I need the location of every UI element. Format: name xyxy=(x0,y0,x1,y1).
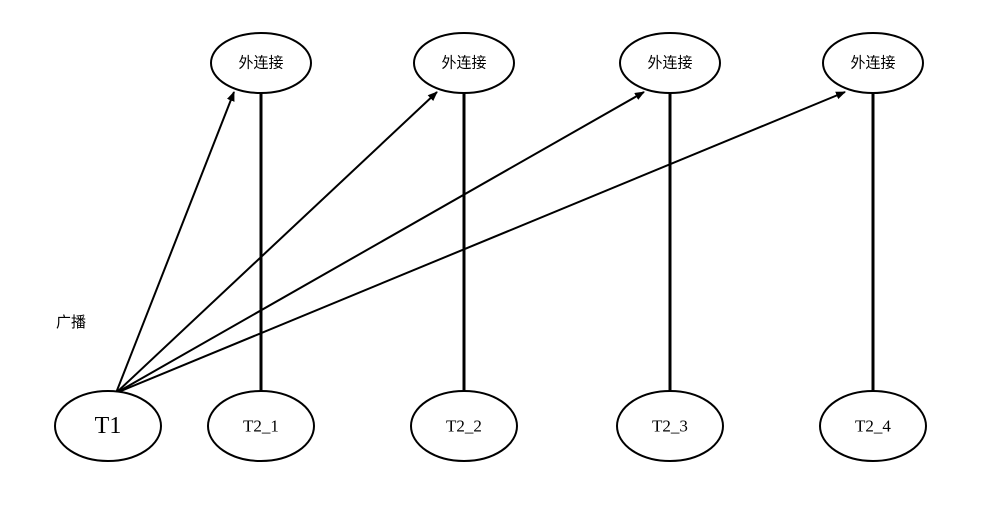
vertical-edges-group xyxy=(261,93,873,391)
node-label-outer_1: 外连接 xyxy=(238,55,283,72)
node-outer_4 xyxy=(823,33,923,93)
node-outer_2 xyxy=(414,33,514,93)
node-label-t2_3: T2_3 xyxy=(652,417,688,436)
node-label-t2_4: T2_4 xyxy=(855,417,891,436)
diagram-svg: 外连接 外连接 外连接 外连接 T1 T2_1 T2_2 T2_3 T2_4 xyxy=(0,0,1000,506)
node-t2_4 xyxy=(820,391,926,461)
node-label-t1: T1 xyxy=(95,413,122,439)
node-label-outer_2: 外连接 xyxy=(441,55,486,72)
broadcast-label: 广播 xyxy=(56,311,86,332)
node-label-outer_4: 外连接 xyxy=(850,55,895,72)
broadcast-arrows-group xyxy=(116,92,845,393)
node-label-outer_3: 外连接 xyxy=(647,55,692,72)
node-label-t2_2: T2_2 xyxy=(446,417,482,436)
broadcast-arrow-outer_4 xyxy=(116,92,845,393)
node-t1 xyxy=(55,391,161,461)
node-outer_1 xyxy=(211,33,311,93)
node-outer_3 xyxy=(620,33,720,93)
broadcast-arrow-outer_1 xyxy=(116,92,234,393)
node-label-t2_1: T2_1 xyxy=(243,417,279,436)
nodes-group: 外连接 外连接 外连接 外连接 T1 T2_1 T2_2 T2_3 T2_4 xyxy=(55,33,926,461)
broadcast-arrow-outer_2 xyxy=(116,92,437,393)
node-t2_1 xyxy=(208,391,314,461)
broadcast-arrow-outer_3 xyxy=(116,92,644,393)
node-t2_3 xyxy=(617,391,723,461)
node-t2_2 xyxy=(411,391,517,461)
